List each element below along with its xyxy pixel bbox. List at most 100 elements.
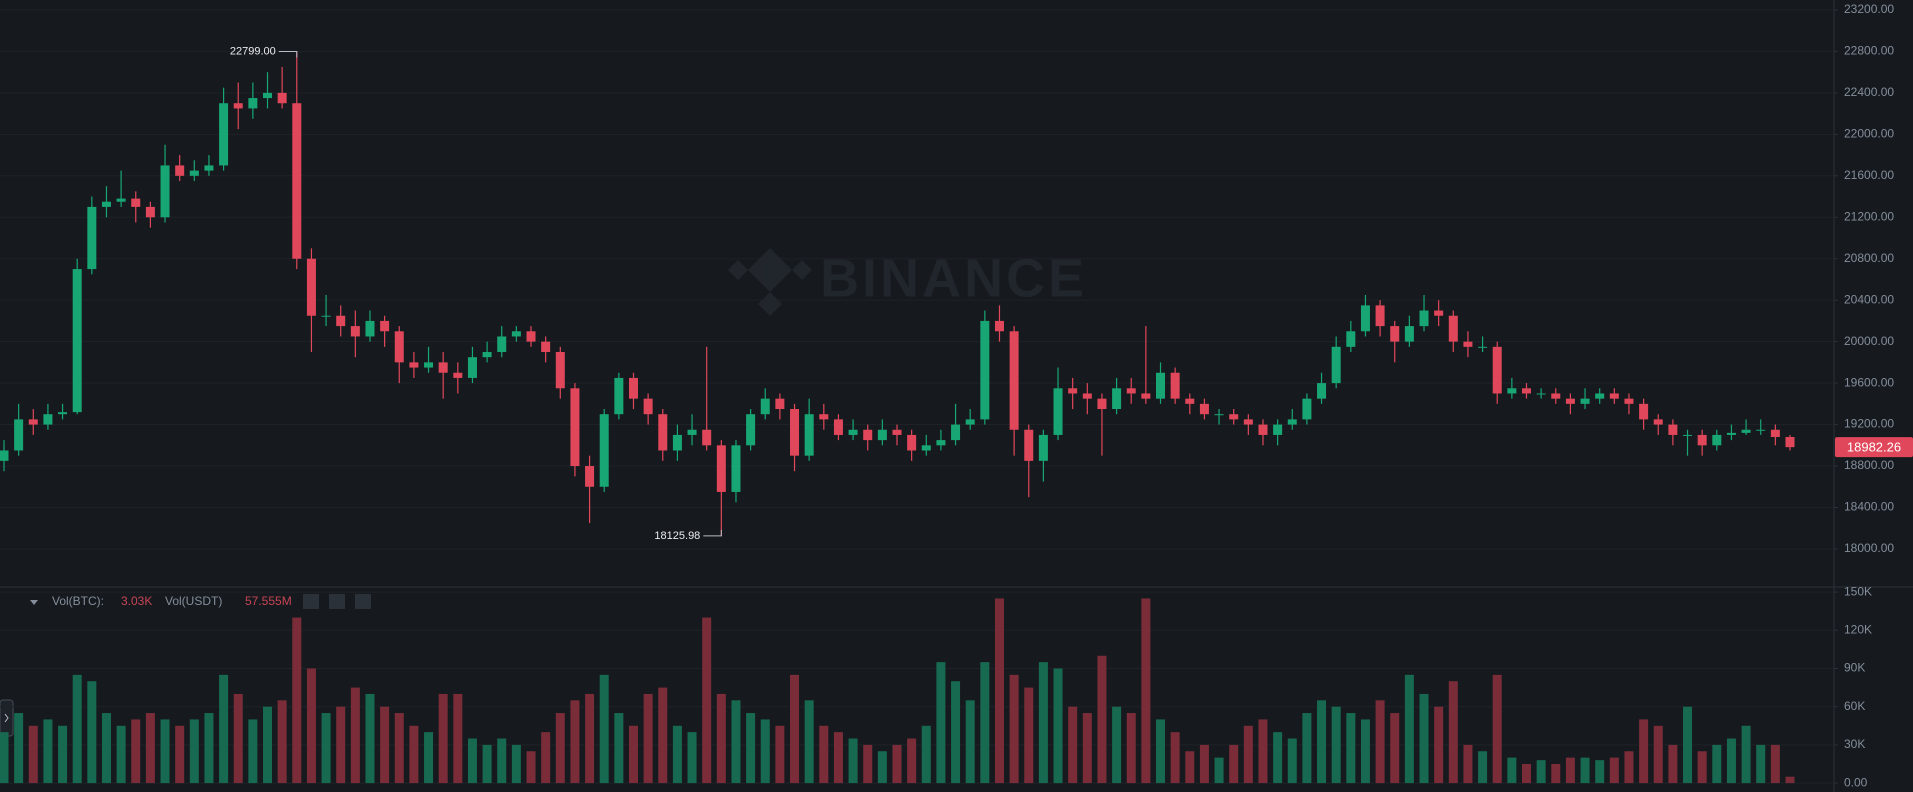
volume-bar	[1009, 674, 1019, 784]
legend-button[interactable]	[303, 594, 319, 609]
volume-bar	[175, 725, 185, 784]
candle-body	[790, 409, 800, 456]
volume-bar	[1097, 655, 1107, 784]
volume-bar	[28, 725, 38, 784]
volume-bar	[628, 725, 638, 784]
candle-body	[614, 377, 624, 415]
volume-bar	[1229, 744, 1239, 784]
watermark: BINANCE	[728, 248, 1087, 316]
candle-body	[219, 103, 229, 166]
y-tick-label: 120K	[1844, 622, 1872, 636]
volume-bar	[965, 700, 975, 784]
volume-bar	[819, 725, 829, 784]
expand-button[interactable]	[0, 699, 14, 737]
volume-bar	[1756, 744, 1766, 784]
y-tick-label: 20800.00	[1844, 251, 1894, 265]
volume-bar	[1053, 668, 1063, 784]
candle-body	[994, 320, 1004, 332]
volume-bar	[43, 719, 53, 784]
candle-body	[101, 201, 111, 207]
candle-body	[1434, 310, 1444, 316]
candle-body	[467, 357, 477, 378]
collapse-arrow[interactable]	[30, 600, 38, 605]
candle-body	[848, 429, 858, 435]
candle-body	[1697, 434, 1707, 446]
volume-bar	[1068, 706, 1078, 784]
volume-bar	[790, 674, 800, 784]
volume-bar	[555, 713, 565, 784]
legend-label: Vol(BTC):	[52, 594, 104, 608]
candle-body	[1741, 429, 1751, 433]
candle-body	[702, 429, 712, 446]
candle-body	[1448, 315, 1458, 342]
y-tick-label: 60K	[1844, 699, 1865, 713]
y-tick-label: 21200.00	[1844, 209, 1894, 223]
candle-body	[1126, 388, 1136, 394]
high-label: 22799.00	[230, 45, 276, 57]
volume-bar	[160, 719, 170, 784]
volume-bar	[233, 693, 243, 784]
high-marker	[278, 51, 298, 58]
volume-bar	[1390, 713, 1400, 784]
volume-bar	[877, 751, 887, 784]
candle-body	[321, 315, 331, 317]
candle-body	[145, 206, 155, 218]
volume-bar	[1302, 713, 1312, 784]
volume-bar	[1536, 760, 1546, 784]
volume-bar	[131, 719, 141, 784]
y-tick-label: 18000.00	[1844, 541, 1894, 555]
candle-body	[892, 429, 902, 435]
candle-body	[1492, 346, 1502, 394]
candle-body	[1082, 393, 1092, 399]
candle-body	[365, 320, 375, 337]
volume-bar	[746, 713, 756, 784]
volume-bar	[1331, 706, 1341, 784]
volume-bar	[1595, 760, 1605, 784]
candle-body	[263, 92, 273, 99]
candle-body	[599, 414, 609, 487]
candle-body	[1214, 414, 1224, 416]
legend-button[interactable]	[329, 594, 345, 609]
volume-bar	[306, 668, 316, 784]
candle-body	[0, 450, 9, 461]
watermark-text: BINANCE	[820, 248, 1087, 308]
volume-bar	[277, 700, 287, 784]
expand-button-icon[interactable]	[4, 713, 9, 723]
volume-bar	[189, 719, 199, 784]
last-price-label: 18982.26	[1847, 440, 1901, 455]
volume-bar	[1507, 757, 1517, 784]
low-marker	[703, 529, 722, 537]
volume-bar	[0, 732, 9, 784]
candle-body	[1331, 346, 1341, 384]
watermark-logo	[728, 248, 812, 316]
volume-bar	[219, 674, 229, 784]
volume-bar	[951, 681, 961, 784]
last-price-tag	[1835, 437, 1913, 458]
candle-body	[804, 414, 814, 456]
y-tick-label: 22400.00	[1844, 85, 1894, 99]
candle-body	[1536, 393, 1546, 395]
candle-body	[336, 315, 346, 327]
volume-bar	[863, 744, 873, 784]
y-tick-label: 0.00	[1844, 775, 1868, 789]
candle-body	[1419, 310, 1429, 327]
candle-body	[350, 326, 360, 337]
volume-bar	[511, 744, 521, 784]
volume-bar	[1287, 738, 1297, 784]
volume-bar	[1156, 719, 1166, 784]
volume-bar	[248, 719, 258, 784]
volume-bar	[980, 662, 990, 784]
candle-body	[936, 440, 946, 446]
volume-bar	[1038, 662, 1048, 784]
y-tick-label: 90K	[1844, 661, 1865, 675]
candle-body	[921, 445, 931, 451]
candle-body	[1595, 393, 1605, 399]
candle-body	[585, 466, 595, 487]
volume-bar	[775, 725, 785, 784]
legend-button[interactable]	[355, 594, 371, 609]
candle-body	[277, 92, 287, 104]
candle-body	[1258, 424, 1268, 435]
expand-button-box[interactable]	[0, 699, 14, 737]
volume-bar	[1478, 751, 1488, 784]
candle-body	[1668, 424, 1678, 435]
